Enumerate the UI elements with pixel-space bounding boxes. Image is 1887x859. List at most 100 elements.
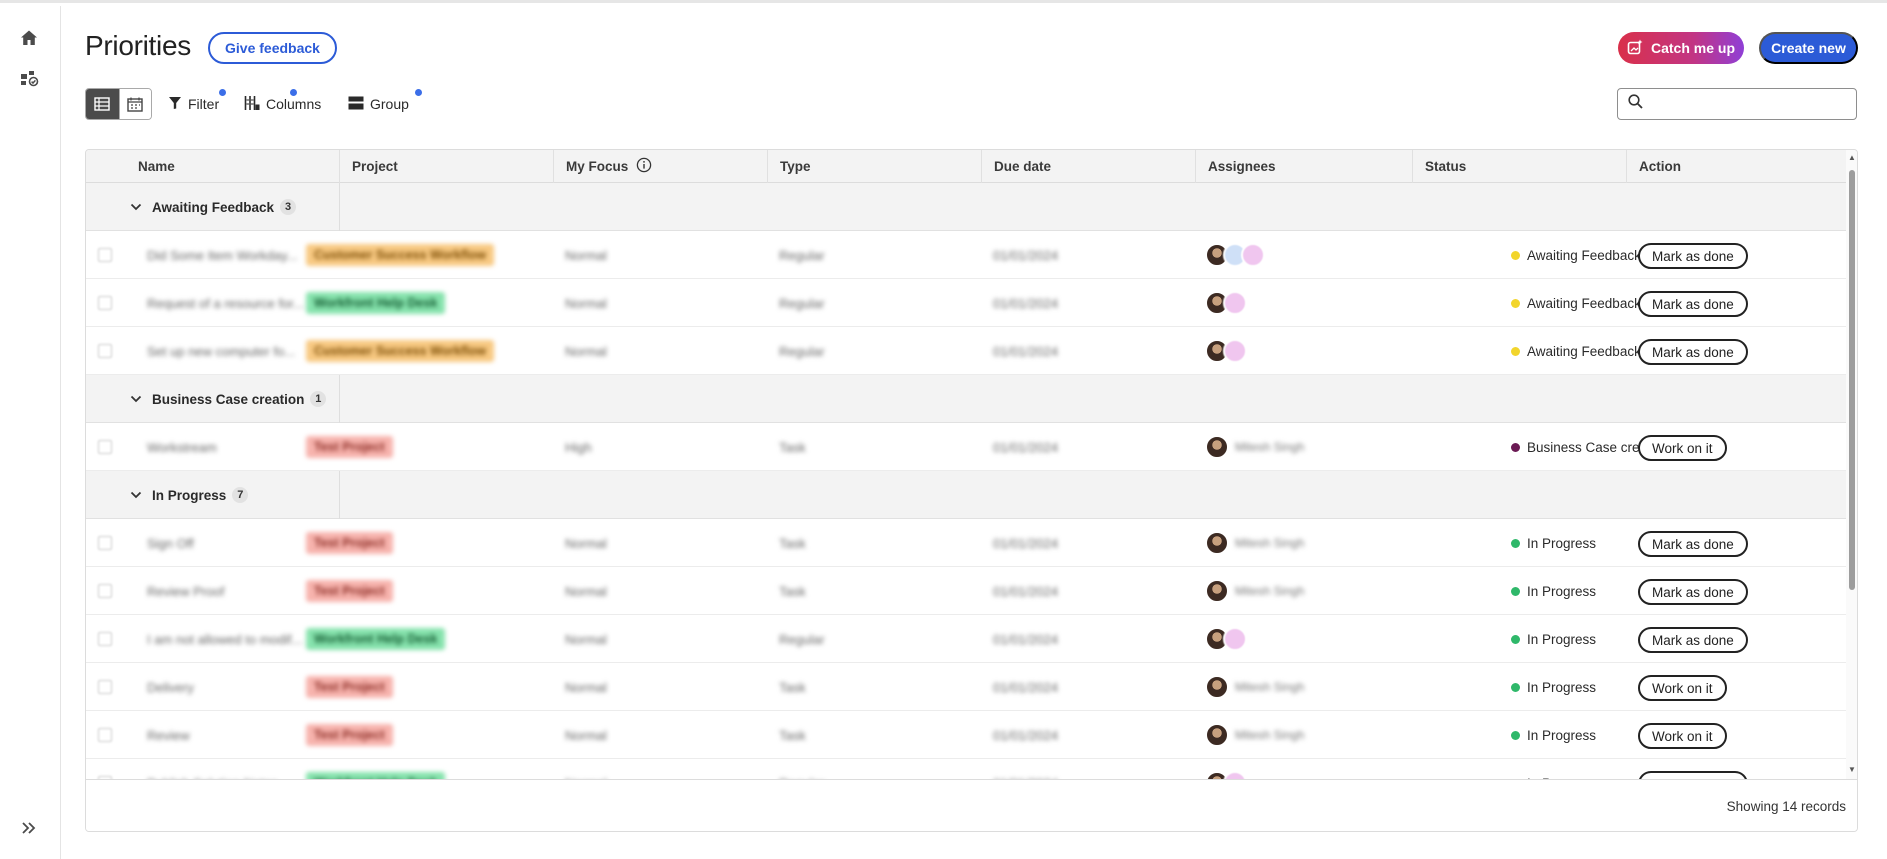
row-project[interactable]: Workfront Help Desk xyxy=(306,759,446,779)
row-name[interactable]: Review Proof xyxy=(147,583,225,599)
row-checkbox[interactable] xyxy=(98,248,112,262)
row-assignees[interactable] xyxy=(1205,243,1265,267)
scroll-down-arrow-icon[interactable]: ▼ xyxy=(1848,765,1856,774)
row-assignees[interactable]: Mitesh Singh xyxy=(1205,675,1304,699)
row-assignees[interactable]: Mitesh Singh xyxy=(1205,435,1304,459)
row-name[interactable]: Request of a resource for... xyxy=(147,295,304,311)
mark-as-done-button[interactable]: Mark as done xyxy=(1638,579,1748,605)
row-my-focus: Normal xyxy=(565,727,607,743)
column-header-due-date[interactable]: Due date xyxy=(981,150,1195,183)
mark-as-done-button[interactable]: Mark as done xyxy=(1638,627,1748,653)
row-assignees[interactable]: Mitesh Singh xyxy=(1205,579,1304,603)
filter-button[interactable]: Filter xyxy=(168,93,219,115)
row-assignees[interactable] xyxy=(1205,339,1247,363)
row-type: Regular xyxy=(779,343,825,359)
row-name[interactable]: Did Some Item Workday... xyxy=(147,247,298,263)
row-name[interactable]: Publish Solution Notes xyxy=(147,759,278,780)
table-row[interactable]: Sign Off Test Project Normal Task 01/01/2024… xyxy=(86,519,1846,567)
row-assignees[interactable] xyxy=(1205,291,1247,315)
column-header-type[interactable]: Type xyxy=(767,150,981,183)
work-on-it-button[interactable]: Work on it xyxy=(1638,675,1727,701)
mark-as-done-button[interactable]: Mark as done xyxy=(1638,291,1748,317)
mark-as-done-button[interactable]: Mark as done xyxy=(1638,771,1748,779)
row-project[interactable]: Customer Success Workflow xyxy=(306,327,495,375)
row-checkbox[interactable] xyxy=(98,344,112,358)
row-checkbox[interactable] xyxy=(98,296,112,310)
work-on-it-button[interactable]: Work on it xyxy=(1638,723,1727,749)
row-name[interactable]: Set up new computer fo... xyxy=(147,343,296,359)
row-checkbox[interactable] xyxy=(98,536,112,550)
row-project[interactable]: Test Project xyxy=(306,567,393,615)
catch-me-up-button[interactable]: Catch me up xyxy=(1618,32,1744,64)
project-tag: Test Project xyxy=(306,436,393,458)
expand-rail-icon[interactable] xyxy=(15,814,43,842)
give-feedback-button[interactable]: Give feedback xyxy=(208,32,337,64)
row-name[interactable]: Workstream xyxy=(147,439,217,455)
row-checkbox[interactable] xyxy=(98,680,112,694)
row-project[interactable]: Customer Success Workflow xyxy=(306,231,495,279)
column-header-action[interactable]: Action xyxy=(1626,150,1846,183)
page-title: Priorities xyxy=(85,30,191,61)
table-row[interactable]: Review Test Project Normal Task 01/01/2024 Mi… xyxy=(86,711,1846,759)
row-project[interactable]: Workfront Help Desk xyxy=(306,615,446,663)
mark-as-done-button[interactable]: Mark as done xyxy=(1638,531,1748,557)
work-on-it-button[interactable]: Work on it xyxy=(1638,435,1727,461)
column-header-project[interactable]: Project xyxy=(339,150,553,183)
table-row[interactable]: Request of a resource for... Workfront He… xyxy=(86,279,1846,327)
row-assignees[interactable] xyxy=(1205,771,1247,779)
table-row[interactable]: Workstream Test Project High Task 01/01/2024… xyxy=(86,423,1846,471)
row-project[interactable]: Workfront Help Desk xyxy=(306,279,446,327)
row-project[interactable]: Test Project xyxy=(306,519,393,567)
scroll-up-arrow-icon[interactable]: ▲ xyxy=(1848,153,1856,162)
home-icon[interactable] xyxy=(15,24,43,52)
row-project[interactable]: Test Project xyxy=(306,663,393,711)
status-dot xyxy=(1511,682,1520,692)
column-header-status[interactable]: Status xyxy=(1412,150,1626,183)
column-header-my-focus[interactable]: My Focus xyxy=(553,150,767,183)
row-assignees[interactable] xyxy=(1205,627,1247,651)
workflow-check-icon[interactable] xyxy=(15,64,43,92)
row-name[interactable]: Review xyxy=(147,727,190,743)
create-new-button[interactable]: Create new xyxy=(1759,32,1858,64)
row-checkbox[interactable] xyxy=(98,440,112,454)
chevron-down-icon[interactable] xyxy=(128,199,144,215)
table-row[interactable]: Review Proof Test Project Normal Task 01/01/… xyxy=(86,567,1846,615)
column-header-assignees[interactable]: Assignees xyxy=(1195,150,1412,183)
row-status: In Progress xyxy=(1511,615,1596,663)
mark-as-done-button[interactable]: Mark as done xyxy=(1638,243,1748,269)
project-tag: Customer Success Workflow xyxy=(306,244,495,266)
status-label: In Progress xyxy=(1527,776,1596,780)
row-assignees[interactable]: Mitesh Singh xyxy=(1205,531,1304,555)
chevron-down-icon[interactable] xyxy=(128,487,144,503)
table-row[interactable]: Delivery Test Project Normal Task 01/01/2024… xyxy=(86,663,1846,711)
table-view-icon[interactable] xyxy=(86,89,119,119)
table-row[interactable]: I am not allowed to modif... Workfront He… xyxy=(86,615,1846,663)
row-name[interactable]: I am not allowed to modif... xyxy=(147,631,303,647)
row-due-date: 01/01/2024 xyxy=(993,343,1059,359)
row-project[interactable]: Test Project xyxy=(306,423,393,471)
group-button[interactable]: Group xyxy=(348,93,409,115)
scrollbar-thumb[interactable] xyxy=(1849,170,1855,590)
table-row[interactable]: Publish Solution Notes Workfront Help Des… xyxy=(86,759,1846,779)
calendar-view-icon[interactable] xyxy=(118,89,151,119)
columns-button[interactable]: Columns xyxy=(244,93,321,115)
row-checkbox[interactable] xyxy=(98,632,112,646)
table-row[interactable]: Did Some Item Workday... Customer Success… xyxy=(86,231,1846,279)
columns-label: Columns xyxy=(266,96,322,112)
row-checkbox[interactable] xyxy=(98,584,112,598)
mark-as-done-button[interactable]: Mark as done xyxy=(1638,339,1748,365)
row-checkbox[interactable] xyxy=(98,728,112,742)
row-checkbox[interactable] xyxy=(98,776,112,779)
row-name[interactable]: Delivery xyxy=(147,679,194,695)
row-name[interactable]: Sign Off xyxy=(147,535,194,551)
column-header-name[interactable]: Name xyxy=(138,159,175,174)
table-row[interactable]: Set up new computer fo... Customer Succes… xyxy=(86,327,1846,375)
vertical-scrollbar[interactable]: ▲ ▼ xyxy=(1846,150,1857,779)
chevron-down-icon[interactable] xyxy=(128,391,144,407)
row-assignees[interactable]: Mitesh Singh xyxy=(1205,723,1304,747)
row-project[interactable]: Test Project xyxy=(306,711,393,759)
info-icon[interactable] xyxy=(636,157,652,176)
search-input[interactable] xyxy=(1649,96,1849,112)
project-tag: Customer Success Workflow xyxy=(306,340,495,362)
project-tag: Workfront Help Desk xyxy=(306,292,446,314)
